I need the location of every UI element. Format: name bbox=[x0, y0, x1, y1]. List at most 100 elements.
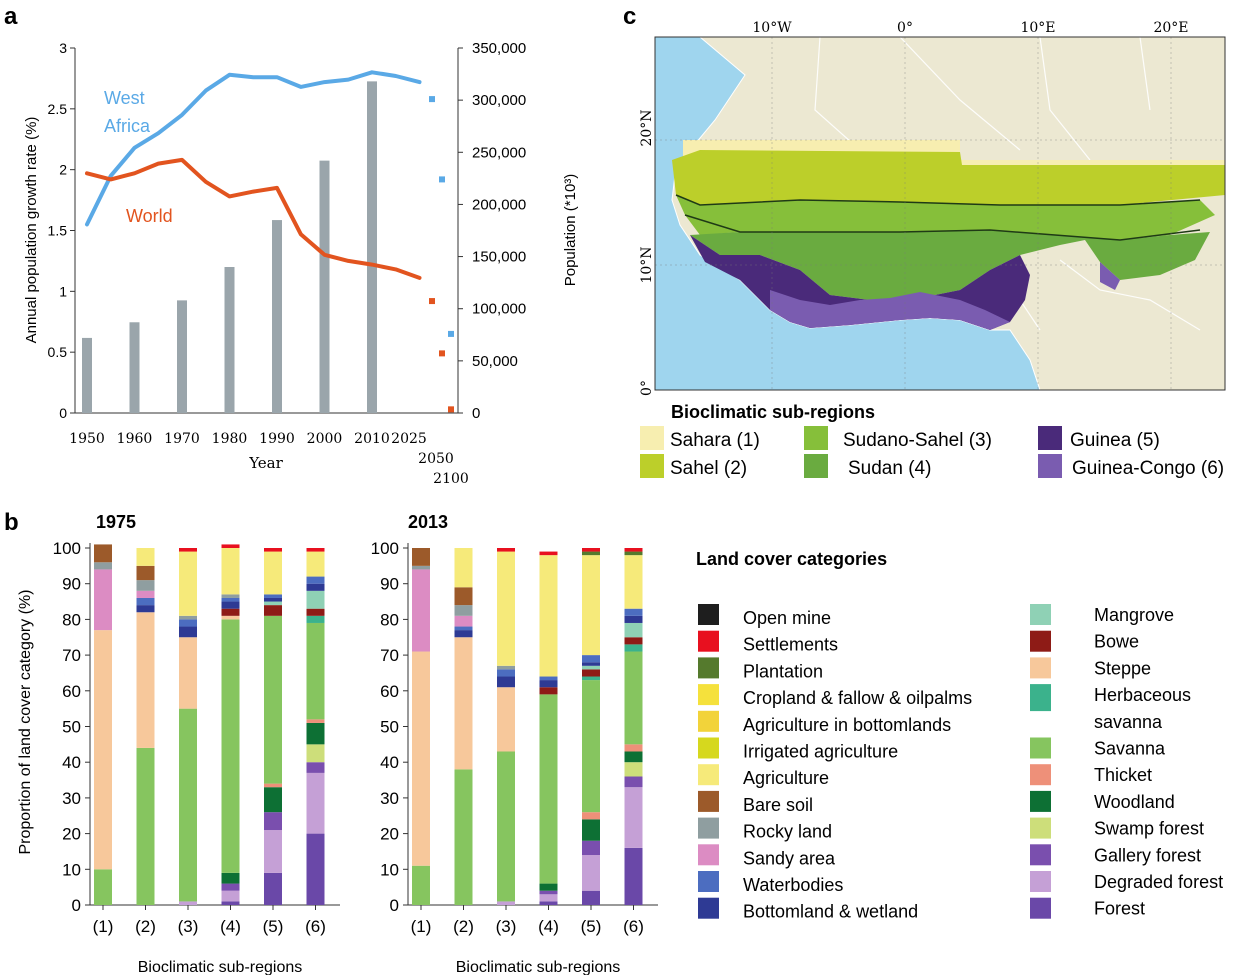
stacked-bar-segment bbox=[306, 590, 325, 609]
west-africa-line bbox=[85, 70, 422, 227]
stacked-bar-segment bbox=[454, 637, 473, 770]
population-bar bbox=[82, 337, 92, 413]
stacked-bar-segment bbox=[306, 576, 325, 584]
land-cover-legend-swatch bbox=[1030, 737, 1051, 759]
category-label: (1) bbox=[93, 917, 114, 936]
y-tick-label: 90 bbox=[62, 575, 81, 594]
land-cover-legend-swatch bbox=[1030, 684, 1051, 712]
x-tick-label: 1980 bbox=[212, 431, 248, 447]
stacked-bar-segment bbox=[136, 597, 155, 606]
y-tick-label: 10 bbox=[380, 860, 399, 879]
map-area bbox=[655, 37, 1225, 390]
world-projection-point bbox=[429, 298, 435, 305]
land-cover-legend-swatch bbox=[698, 764, 719, 786]
stacked-bar-segment bbox=[264, 615, 282, 784]
population-bar bbox=[272, 220, 282, 413]
stacked-bar-segment bbox=[497, 669, 515, 677]
land-cover-legend-swatch bbox=[1030, 844, 1051, 866]
stacked-bar-segment bbox=[179, 708, 197, 902]
stacked-bar-segment bbox=[221, 597, 240, 602]
stacked-bar-segment bbox=[179, 626, 197, 638]
stacked-bar-segment bbox=[582, 551, 600, 556]
stacked-bar-segment bbox=[264, 783, 282, 788]
stacked-bar-segment bbox=[306, 719, 325, 723]
stacked-bar-segment bbox=[624, 744, 643, 752]
stacked-bar-segment bbox=[497, 676, 515, 688]
panel-b-ylabel: Proportion of land cover category (%) bbox=[17, 589, 34, 854]
stacked-bar-segment bbox=[136, 590, 155, 598]
west-africa-projection-point bbox=[429, 96, 435, 103]
stacked-bar-segment bbox=[539, 883, 558, 891]
panel-b-title-1975: 1975 bbox=[96, 512, 136, 532]
category-label: (4) bbox=[538, 917, 559, 936]
stacked-bar-segment bbox=[264, 787, 282, 813]
lat-tick-10n: 10°N bbox=[639, 246, 655, 283]
stacked-bar-segment bbox=[306, 548, 325, 552]
stacked-bar-segment bbox=[306, 722, 325, 745]
map-borders bbox=[814, 37, 1201, 331]
land-cover-legend-label: Settlements bbox=[743, 635, 838, 655]
stacked-bar-segment bbox=[539, 890, 558, 895]
right-tick-label: 250,000 bbox=[472, 144, 526, 161]
stacked-bar-segment bbox=[179, 637, 197, 709]
land-cover-legend-label: Open mine bbox=[743, 608, 831, 628]
region-guinea-congo bbox=[770, 290, 1010, 330]
category-label: (3) bbox=[496, 917, 517, 936]
world-line bbox=[85, 157, 422, 280]
stacked-bar-segment bbox=[136, 580, 155, 591]
stacked-bar-segment bbox=[136, 612, 155, 748]
stacked-bar-segment bbox=[94, 569, 112, 631]
population-bar bbox=[367, 81, 377, 413]
category-label: (2) bbox=[135, 917, 156, 936]
stacked-bar-segment bbox=[221, 615, 240, 620]
stacked-bar-segment bbox=[136, 548, 155, 566]
x-tick-label: 2000 bbox=[307, 431, 343, 447]
guinea-congo-east bbox=[1100, 262, 1120, 290]
stacked-bar-segment bbox=[264, 601, 282, 606]
stacked-bar-segment bbox=[624, 751, 643, 763]
subregion-legend-label: Sahel (2) bbox=[670, 458, 747, 479]
y-tick-label: 50 bbox=[62, 718, 81, 737]
land-cover-legend-title: Land cover categories bbox=[696, 549, 887, 569]
x-tick-label: 1960 bbox=[117, 431, 153, 447]
subregion-legend-swatch bbox=[804, 454, 828, 478]
subregion-legend-title: Bioclimatic sub-regions bbox=[671, 402, 875, 422]
panel-label-a: a bbox=[4, 3, 18, 30]
population-bar bbox=[129, 322, 140, 413]
y-tick-label: 0 bbox=[390, 896, 399, 915]
stacked-bar-segment bbox=[221, 619, 240, 873]
stacked-bar-segment bbox=[497, 665, 515, 670]
y-tick-label: 40 bbox=[62, 753, 81, 772]
panel-a-chart: 0 0.5 1 1.5 2 2.5 3 0 50,000 100,000 150,000 200,0… bbox=[23, 40, 579, 487]
subregion-legend-swatch bbox=[640, 426, 664, 450]
west-africa-projection-point bbox=[439, 176, 445, 183]
west-africa-projection-point bbox=[448, 330, 454, 337]
land-cover-legend-label: Bare soil bbox=[743, 795, 813, 815]
land-cover-legend-label: Forest bbox=[1094, 899, 1145, 919]
stacked-bar-segment bbox=[624, 787, 643, 848]
stacked-bar-segment bbox=[221, 594, 240, 598]
land-cover-legend-label: Plantation bbox=[743, 661, 823, 681]
lon-tick-0: 0° bbox=[897, 20, 913, 36]
stacked-bar-segment bbox=[221, 890, 240, 902]
land-cover-legend-label: Gallery forest bbox=[1094, 845, 1201, 865]
stacked-bar-segment bbox=[454, 769, 473, 905]
panel-b-title-2013: 2013 bbox=[408, 512, 448, 532]
y-tick-label: 20 bbox=[62, 825, 81, 844]
stacked-bar-segment bbox=[221, 544, 240, 548]
land-cover-legend-label: Woodland bbox=[1094, 792, 1175, 812]
stacked-bar-segment bbox=[94, 562, 112, 570]
stacked-bar-segment bbox=[221, 548, 240, 595]
land-cover-legend-swatch bbox=[1030, 604, 1051, 625]
stacked-bar-segment bbox=[624, 776, 643, 788]
category-label: (3) bbox=[178, 917, 199, 936]
land-cover-legend-label: savanna bbox=[1094, 712, 1163, 732]
stacked-bar-segment bbox=[179, 619, 197, 627]
stacked-bar-segment bbox=[582, 548, 600, 552]
subregion-legend-swatch bbox=[640, 454, 664, 478]
right-tick-label: 200,000 bbox=[472, 196, 526, 213]
left-tick-label: 1.5 bbox=[48, 223, 68, 239]
stacked-bar-segment bbox=[454, 615, 473, 627]
stacked-bar-segment bbox=[264, 551, 282, 595]
right-tick-label: 300,000 bbox=[472, 92, 526, 109]
